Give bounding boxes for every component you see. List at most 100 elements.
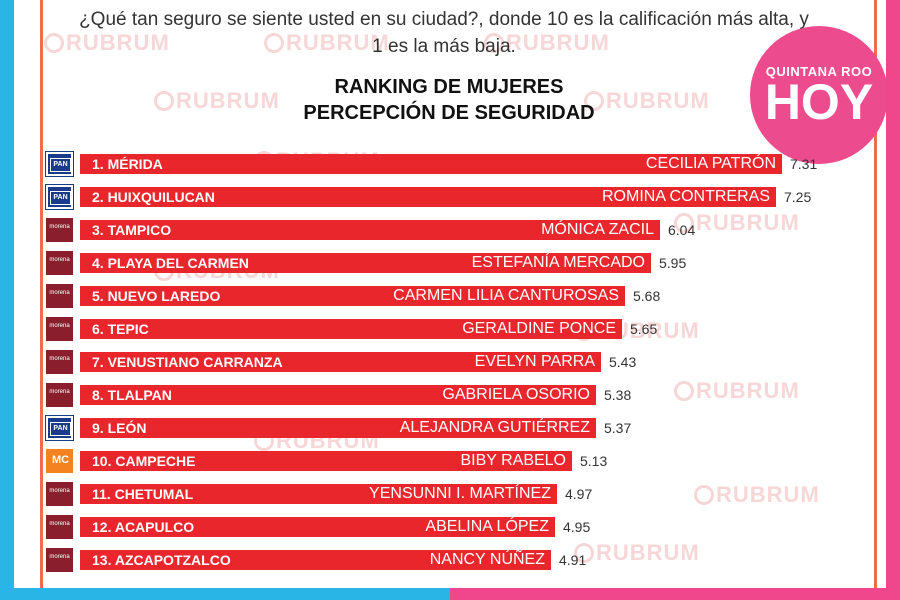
bar-category-label: 2. HUIXQUILUCAN — [92, 189, 215, 205]
bar-name-label: NANCY NÚÑEZ — [429, 551, 545, 568]
bar-category-label: 12. ACAPULCO — [92, 519, 195, 535]
bar-name-label: ABELINA LÓPEZ — [425, 518, 549, 535]
party-logo: morena — [46, 515, 73, 539]
bar — [80, 319, 622, 339]
bar-row: morena 13. AZCAPOTZALCO NANCY NÚÑEZ 4.91 — [14, 548, 886, 572]
watermark: RUBRUM — [584, 88, 710, 114]
chart-title: RANKING DE MUJERES PERCEPCIÓN DE SEGURID… — [214, 74, 684, 126]
bar-category-label: 8. TLALPAN — [92, 387, 172, 403]
bar — [80, 154, 782, 174]
bar — [80, 253, 651, 273]
bar-name-label: GERALDINE PONCE — [462, 320, 616, 337]
bar-value-label: 4.95 — [563, 519, 591, 535]
brand-logo-badge — [750, 26, 886, 164]
party-logo: morena — [46, 548, 73, 572]
bar-name-label: ALEJANDRA GUTIÉRREZ — [399, 419, 590, 436]
bar-name-label: EVELYN PARRA — [474, 353, 595, 370]
bar-category-label: 4. PLAYA DEL CARMEN — [92, 255, 249, 271]
watermark: RUBRUM — [674, 378, 800, 404]
bar-row: morena 5. NUEVO LAREDO CARMEN LILIA CANTUR… — [14, 284, 886, 308]
bar-name-label: BIBY RABELO — [460, 452, 566, 469]
survey-question: ¿Qué tan seguro se siente usted en su ci… — [79, 9, 809, 57]
bar-category-label: 10. CAMPECHE — [92, 453, 196, 469]
bar — [80, 286, 625, 306]
bar-value-label: 5.68 — [633, 288, 661, 304]
bar-row: PAN 2. HUIXQUILUCAN ROMINA CONTRERAS 7.25 — [14, 184, 886, 210]
bar-value-label: 5.43 — [609, 354, 637, 370]
bar-value-label: 5.13 — [580, 453, 608, 469]
party-logo: PAN — [45, 415, 74, 441]
chart-title-line2: PERCEPCIÓN DE SEGURIDAD — [303, 102, 595, 124]
bar-value-label: 5.65 — [630, 321, 658, 337]
bar-category-label: 11. CHETUMAL — [92, 486, 194, 502]
bar-row: PAN 1. MÉRIDA CECILIA PATRÓN 7.31 — [14, 151, 886, 177]
party-logo-text: morena — [49, 554, 70, 560]
bar-name-label: CECILIA PATRÓN — [645, 155, 776, 172]
bar-value-label: 6.04 — [668, 222, 696, 238]
bar-row: morena 4. PLAYA DEL CARMEN ESTEFANÍA MERCA… — [14, 251, 886, 275]
party-logo-text: MC — [52, 454, 70, 466]
bar — [80, 451, 572, 471]
watermark: RUBRUM — [44, 30, 170, 56]
chart-title-line1: RANKING DE MUJERES — [334, 76, 564, 98]
party-logo: PAN — [45, 184, 74, 210]
party-logo-text: morena — [49, 290, 70, 296]
bar-value-label: 4.97 — [565, 486, 593, 502]
bar-value-label: 5.95 — [659, 255, 687, 271]
bar-row: PAN 9. LEÓN ALEJANDRA GUTIÉRREZ 5.37 — [14, 415, 886, 441]
party-logo: morena — [46, 482, 73, 506]
party-logo-text: morena — [49, 224, 70, 230]
party-logo-text: PAN — [50, 422, 71, 436]
bar — [80, 418, 596, 438]
bar — [80, 352, 601, 372]
bar-value-label: 7.25 — [784, 189, 812, 205]
bar-name-label: CARMEN LILIA CANTUROSAS — [393, 287, 619, 304]
party-logo-text: morena — [49, 488, 70, 494]
party-logo: morena — [46, 350, 73, 374]
watermark: RUBRUM — [484, 30, 610, 56]
watermark: RUBRUM — [674, 210, 800, 236]
bar-row: morena 7. VENUSTIANO CARRANZA EVELYN PARRA… — [14, 350, 886, 374]
party-logo-text: morena — [49, 389, 70, 395]
party-logo: morena — [46, 383, 73, 407]
bar-row: morena 3. TAMPICO MÓNICA ZACIL 6.04 — [14, 218, 886, 242]
bar-name-label: MÓNICA ZACIL — [541, 221, 654, 238]
party-logo: morena — [46, 251, 73, 275]
bar — [80, 550, 551, 570]
party-logo-text: morena — [49, 521, 70, 527]
party-logo: MC — [46, 449, 73, 473]
card-border-left — [40, 0, 43, 588]
party-logo-text: PAN — [50, 158, 71, 172]
infographic-card: RUBRUM RUBRUM RUBRUM RUBRUM RUBRUM RUBRU… — [14, 0, 886, 588]
watermark: RUBRUM — [574, 540, 700, 566]
bar-row: morena 6. TEPIC GERALDINE PONCE 5.65 — [14, 317, 886, 341]
bar-row: MC 10. CAMPECHE BIBY RABELO 5.13 — [14, 449, 886, 473]
bar — [80, 220, 660, 240]
bar — [80, 187, 776, 207]
bar-category-label: 7. VENUSTIANO CARRANZA — [92, 354, 283, 370]
brand-logo-top: QUINTANA ROO — [765, 64, 873, 79]
brand-logo-main: HOY — [764, 74, 874, 130]
party-logo: morena — [46, 284, 73, 308]
bar-value-label: 5.38 — [604, 387, 632, 403]
bar-row: morena 11. CHETUMAL YENSUNNI I. MARTÍNEZ 4.… — [14, 482, 886, 506]
party-logo: morena — [46, 317, 73, 341]
bar-category-label: 5. NUEVO LAREDO — [92, 288, 221, 304]
party-logo-text: morena — [49, 323, 70, 329]
bar-name-label: ROMINA CONTRERAS — [601, 188, 770, 205]
watermark: RUBRUM — [264, 30, 390, 56]
party-logo-text: morena — [49, 257, 70, 263]
bar-category-label: 9. LEÓN — [92, 420, 147, 436]
bar-name-label: YENSUNNI I. MARTÍNEZ — [369, 485, 551, 502]
party-logo: PAN — [45, 151, 74, 177]
watermark: RUBRUM — [154, 88, 280, 114]
bar — [80, 484, 557, 504]
bar-value-label: 7.31 — [790, 156, 818, 172]
party-logo: morena — [46, 218, 73, 242]
bar — [80, 385, 596, 405]
watermark: RUBRUM — [694, 482, 820, 508]
bar-row: morena 8. TLALPAN GABRIELA OSORIO 5.38 — [14, 383, 886, 407]
bar-value-label: 5.37 — [604, 420, 632, 436]
card-border-right — [874, 0, 877, 588]
bar — [80, 517, 555, 537]
